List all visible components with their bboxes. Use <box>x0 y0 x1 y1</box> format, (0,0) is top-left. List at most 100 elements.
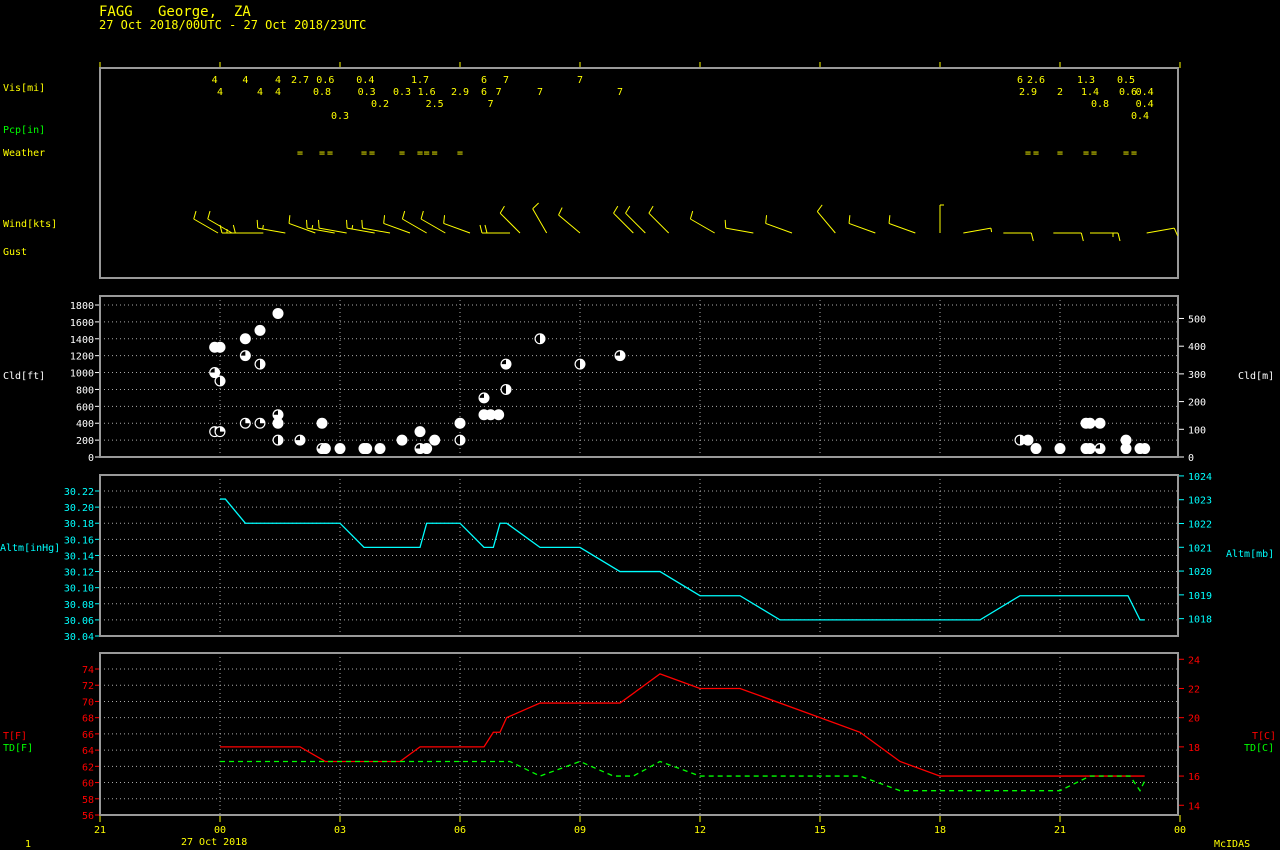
wind-barb-flag <box>443 215 446 224</box>
wind-barb-shaft <box>319 227 347 234</box>
cloud-circle <box>1084 417 1096 429</box>
cloud-circle <box>1120 434 1132 446</box>
vis-value: 2.5 <box>426 99 444 110</box>
y-tick-label-left: 800 <box>76 385 94 396</box>
vis-value: 0.2 <box>371 99 389 110</box>
wind-barb-shaft <box>816 211 836 234</box>
wind-barb-half <box>311 224 314 230</box>
wind-barb-shaft <box>499 212 521 234</box>
cloud-circle <box>1054 443 1066 455</box>
wind-barb-flag <box>724 219 727 229</box>
wind-barb-shaft <box>648 212 670 234</box>
cloud-clear-sector <box>415 444 420 449</box>
wind-barb-shaft <box>362 227 391 234</box>
vis-value: 2.9 <box>1019 87 1037 98</box>
dewpoint-line <box>220 760 1146 792</box>
y-tick-label-left: 72 <box>82 681 94 692</box>
weather-mist-symbol: = <box>1083 148 1089 159</box>
y-tick-label-left: 30.06 <box>64 616 94 627</box>
y-tick-label-left: 200 <box>76 436 94 447</box>
y-tick-label-right: 1020 <box>1188 567 1212 578</box>
weather-mist-symbol: = <box>417 148 423 159</box>
wind-barb-flag <box>288 215 291 224</box>
weather-mist-symbol: = <box>1033 148 1039 159</box>
cloud-point <box>214 375 226 387</box>
weather-mist-symbol: = <box>424 148 430 159</box>
y-tick-label-left: 30.16 <box>64 535 94 546</box>
wind-barb-flag <box>1080 232 1084 242</box>
wind-barb-half <box>262 224 264 230</box>
wind-barb-flag <box>648 205 654 214</box>
cloud-point <box>500 358 512 370</box>
wind-barb <box>479 224 510 234</box>
cloud-point <box>272 434 284 446</box>
station-title: FAGG George, ZA <box>99 4 251 20</box>
y-tick-label-left: 70 <box>82 697 94 708</box>
cloud-clear-sector <box>215 427 225 436</box>
vis-value: 4 <box>275 75 281 86</box>
y-tick-label-left: 1800 <box>70 301 94 312</box>
frame-number: 1 <box>25 839 31 850</box>
cloud-point <box>429 434 441 446</box>
y-tick-label-right: 500 <box>1188 314 1206 325</box>
dewpoint-c-label: TD[C] <box>1244 743 1274 754</box>
cloud-point <box>1139 443 1151 455</box>
cloud-m-label: Cld[m] <box>1238 371 1274 382</box>
cloud-point <box>414 426 426 438</box>
cloud-circle <box>485 409 497 421</box>
cloud-circle <box>1030 443 1042 455</box>
vis-value: 7 <box>503 75 509 86</box>
vis-value: 0.4 <box>1131 111 1149 122</box>
cloud-circle <box>1094 417 1106 429</box>
wind-barb <box>306 219 335 234</box>
cloud-point <box>254 417 266 429</box>
vis-value: 0.4 <box>1136 87 1154 98</box>
cloud-point <box>493 409 505 421</box>
cloud-point <box>239 333 251 345</box>
cloud-point <box>454 417 466 429</box>
cloud-circle <box>254 324 266 336</box>
wind-barb-flag <box>1030 232 1034 242</box>
wind-barb <box>361 219 391 234</box>
vis-value: 6 <box>481 75 487 86</box>
vis-value: 2.6 <box>1027 75 1045 86</box>
vis-value: 1.4 <box>1081 87 1099 98</box>
cloud-circle <box>1022 434 1034 446</box>
weather-mist-symbol: = <box>1057 148 1063 159</box>
cloud-point <box>421 443 433 455</box>
temp-c-label: T[C] <box>1252 731 1276 742</box>
mcidas-brand: McIDAS <box>1214 839 1250 850</box>
cloud-point <box>272 307 284 319</box>
x-tick-label: 15 <box>814 825 826 836</box>
y-tick-label-right: 400 <box>1188 342 1206 353</box>
cloud-point <box>334 443 346 455</box>
wind-barb <box>613 205 634 234</box>
wind-barb <box>1090 232 1121 242</box>
cloud-circle <box>316 417 328 429</box>
wind-barb-flag <box>207 210 211 220</box>
cloud-clear-sector <box>255 418 265 428</box>
weather-mist-symbol: = <box>457 148 463 159</box>
cloud-circle <box>1139 443 1151 455</box>
wind-barb-shaft <box>443 222 471 234</box>
wind-barb-flag <box>361 219 363 229</box>
y-tick-label-left: 30.22 <box>64 487 94 498</box>
wind-barb <box>558 207 581 234</box>
y-tick-label-left: 66 <box>82 730 94 741</box>
cloud-point <box>1094 417 1106 429</box>
vis-value: 1.7 <box>411 75 429 86</box>
cloud-clear-sector <box>295 435 300 441</box>
altimeter-line <box>220 498 1145 621</box>
weather-mist-symbol: = <box>1025 148 1031 159</box>
cloud-point <box>254 358 266 370</box>
wind-barb <box>499 205 521 234</box>
cloud-clear-sector <box>273 410 278 415</box>
wind-barb-flag <box>1173 227 1179 236</box>
wind-barb <box>689 210 715 234</box>
wind-barb-shaft <box>402 218 427 234</box>
vis-value: 2.7 <box>291 75 309 86</box>
vis-value: 7 <box>488 99 494 110</box>
vis-value: 0.6 <box>316 75 334 86</box>
cloud-clear-sector <box>1015 435 1020 445</box>
y-tick-label-right: 16 <box>1188 772 1200 783</box>
